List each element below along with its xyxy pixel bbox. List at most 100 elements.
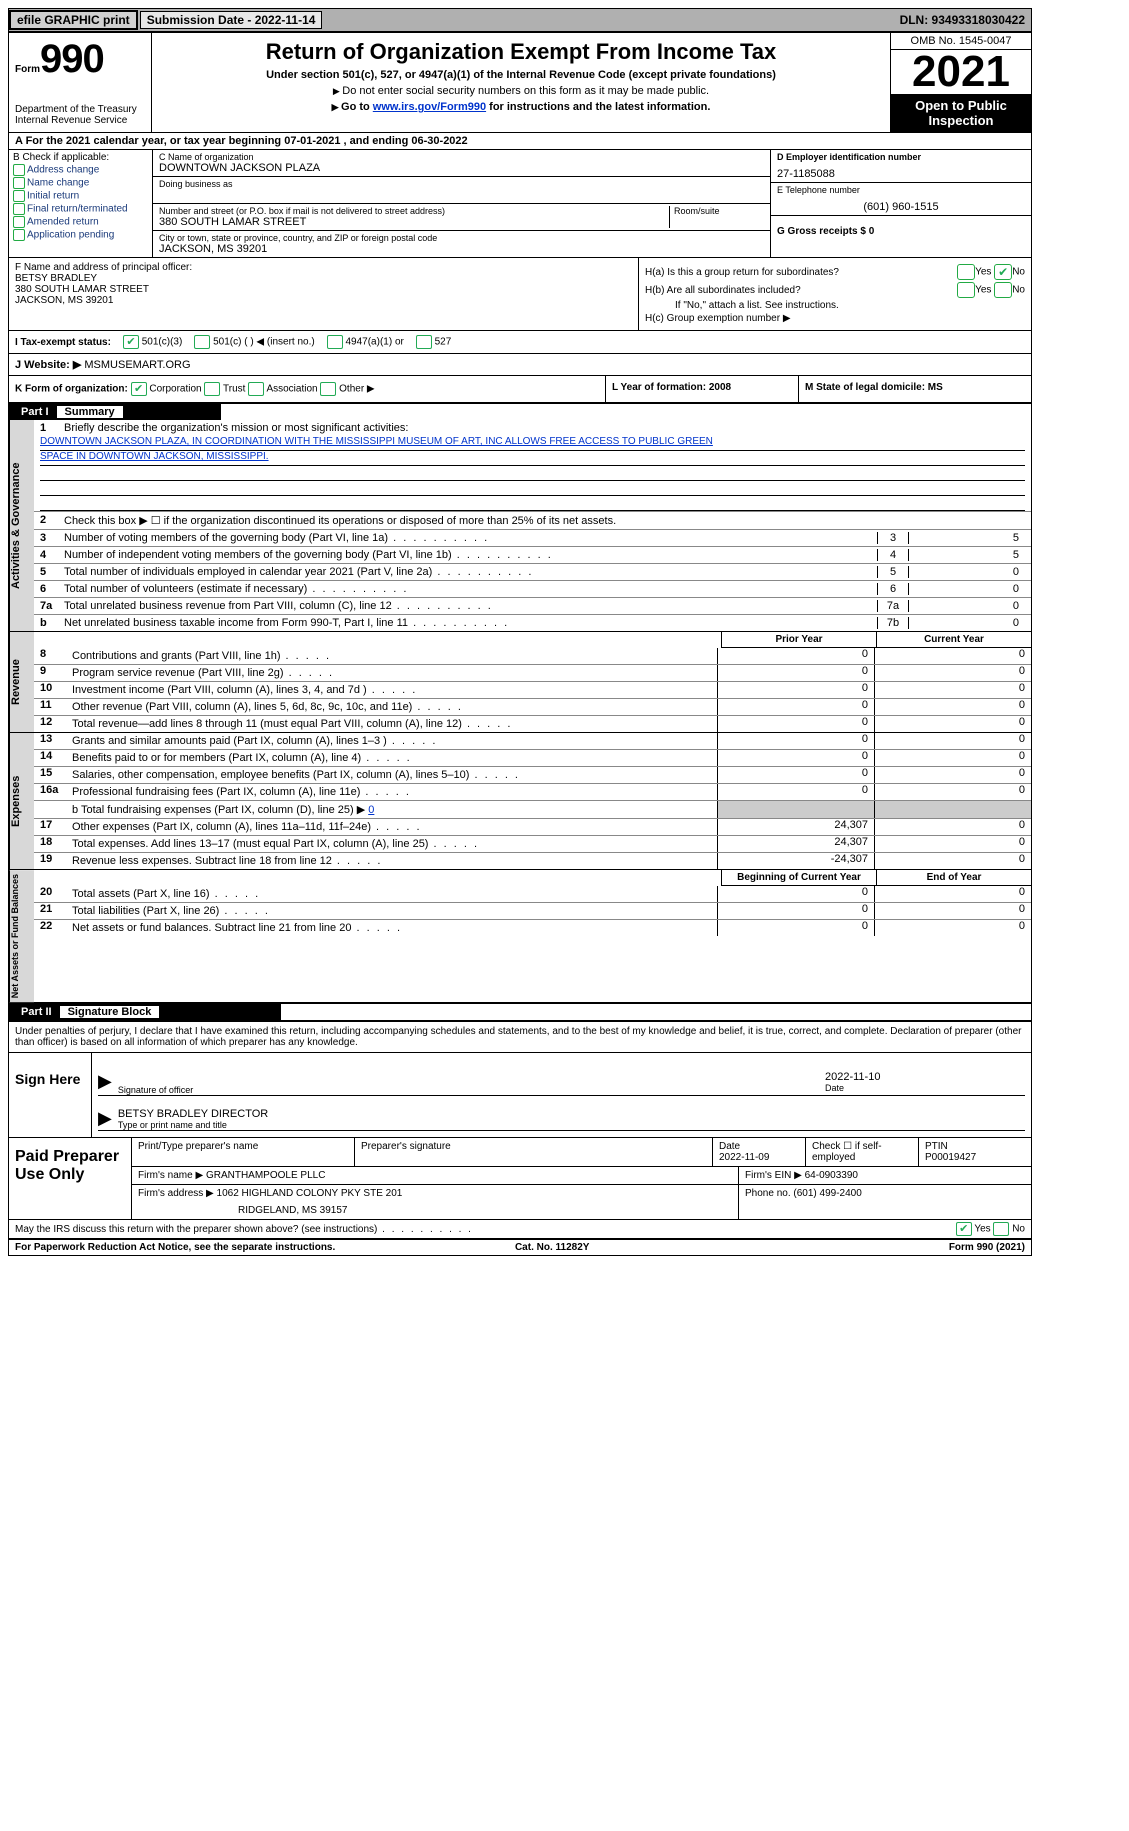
expenses-section: Expenses 13Grants and similar amounts pa…	[9, 732, 1031, 869]
hb-no-box[interactable]	[994, 282, 1012, 298]
table-row: 22Net assets or fund balances. Subtract …	[34, 919, 1031, 936]
yes-lbl: Yes	[975, 267, 991, 278]
k-other-chk[interactable]	[320, 382, 336, 396]
chk-address[interactable]: Address change	[13, 164, 148, 176]
exp-rows2: 17Other expenses (Part IX, column (A), l…	[34, 818, 1031, 869]
chk-initial-lbl: Initial return	[27, 191, 79, 202]
exp-body: 13Grants and similar amounts paid (Part …	[34, 733, 1031, 869]
gross-cell: G Gross receipts $ 0	[771, 216, 1031, 239]
discuss-q: May the IRS discuss this return with the…	[15, 1224, 473, 1235]
column-b: B Check if applicable: Address change Na…	[9, 150, 153, 257]
form-header: Form990 Department of the Treasury Inter…	[9, 33, 1031, 133]
room-lab: Room/suite	[674, 206, 764, 216]
i-501c[interactable]: 501(c) ( ) ◀ (insert no.)	[194, 335, 314, 349]
footer-bottom: For Paperwork Reduction Act Notice, see …	[9, 1238, 1031, 1255]
table-row: 21Total liabilities (Part X, line 26)00	[34, 902, 1031, 919]
ag-body: 1 Briefly describe the organization's mi…	[34, 420, 1031, 631]
penalties-text: Under penalties of perjury, I declare th…	[9, 1020, 1031, 1052]
chk-initial[interactable]: Initial return	[13, 190, 148, 202]
city-cell: City or town, state or province, country…	[153, 231, 770, 257]
table-row: 17Other expenses (Part IX, column (A), l…	[34, 818, 1031, 835]
s527-lbl: 527	[435, 337, 452, 348]
section-bcd: B Check if applicable: Address change Na…	[9, 150, 1031, 257]
firm-val: GRANTHAMPOOLE PLLC	[206, 1170, 325, 1181]
chk-final[interactable]: Final return/terminated	[13, 203, 148, 215]
ha-yes-box[interactable]	[957, 264, 975, 280]
dba-lab: Doing business as	[159, 179, 764, 189]
k-assoc-chk[interactable]	[248, 382, 264, 396]
sig-date: 2022-11-10	[825, 1071, 1025, 1083]
table-row: 10Investment income (Part VIII, column (…	[34, 681, 1031, 698]
h-box: H(a) Is this a group return for subordin…	[639, 258, 1031, 330]
prep-row-3: Firm's address ▶ 1062 HIGHLAND COLONY PK…	[132, 1185, 1031, 1219]
checkbox-icon	[13, 216, 25, 228]
ha-yesno: Yes ✔No	[957, 264, 1025, 280]
hb-yes-box[interactable]	[957, 282, 975, 298]
chk-amended[interactable]: Amended return	[13, 216, 148, 228]
city-lab: City or town, state or province, country…	[159, 233, 764, 243]
summary-line: 6Total number of volunteers (estimate if…	[34, 580, 1031, 597]
efile-print-button[interactable]: efile GRAPHIC print	[9, 10, 138, 30]
table-row: 12Total revenue—add lines 8 through 11 (…	[34, 715, 1031, 732]
firm-addr-cell: Firm's address ▶ 1062 HIGHLAND COLONY PK…	[132, 1185, 739, 1219]
row-f-h: F Name and address of principal officer:…	[9, 257, 1031, 330]
ha-no-box[interactable]: ✔	[994, 264, 1012, 280]
form-title: Return of Organization Exempt From Incom…	[158, 39, 884, 65]
table-row: 14Benefits paid to or for members (Part …	[34, 749, 1031, 766]
hb-note: If "No," attach a list. See instructions…	[645, 300, 1025, 311]
k-assoc: Association	[266, 384, 317, 395]
l2-txt: Check this box ▶ ☐ if the organization d…	[64, 514, 1025, 527]
blank-line	[40, 496, 1025, 511]
k-corp-chk[interactable]: ✔	[131, 382, 147, 396]
vtab-exp: Expenses	[9, 733, 34, 869]
chk-name[interactable]: Name change	[13, 177, 148, 189]
tax-year: 2021	[891, 50, 1031, 94]
org-name-cell: C Name of organization DOWNTOWN JACKSON …	[153, 150, 770, 177]
checkbox-icon	[13, 190, 25, 202]
l16b-pre: b Total fundraising expenses (Part IX, c…	[72, 804, 365, 816]
pra-notice: For Paperwork Reduction Act Notice, see …	[15, 1242, 335, 1253]
part-2-label: Part II	[15, 1006, 58, 1018]
summary-line: 3Number of voting members of the governi…	[34, 529, 1031, 546]
row-a-begin: 07-01-2021	[284, 135, 340, 147]
hdr-current-year: Current Year	[876, 632, 1031, 648]
sign-here-section: Sign Here ▶ Signature of officer 2022-11…	[9, 1052, 1031, 1137]
header-sub1: Under section 501(c), 527, or 4947(a)(1)…	[158, 69, 884, 81]
checkbox-icon	[13, 203, 25, 215]
net-assets-section: Net Assets or Fund Balances Beginning of…	[9, 869, 1031, 1002]
i-501c3[interactable]: ✔ 501(c)(3)	[123, 335, 182, 349]
l16b-val[interactable]: 0	[368, 804, 374, 816]
row-a-tax-year: A For the 2021 calendar year, or tax yea…	[9, 133, 1031, 150]
name-title-line: ▶ BETSY BRADLEY DIRECTOR Type or print n…	[98, 1108, 1025, 1131]
irs-link[interactable]: www.irs.gov/Form990	[373, 101, 486, 113]
blank-line	[40, 481, 1025, 496]
k-trust-chk[interactable]	[204, 382, 220, 396]
discuss-no-box[interactable]	[993, 1222, 1009, 1236]
ein-lab: D Employer identification number	[777, 152, 1025, 162]
discuss-yes-box[interactable]: ✔	[956, 1222, 972, 1236]
l1-txt: Briefly describe the organization's miss…	[64, 422, 1025, 434]
prep-date-lab: Date	[719, 1141, 799, 1152]
mission-2: SPACE IN DOWNTOWN JACKSON, MISSISSIPPI.	[40, 451, 1025, 466]
goto-post: for instructions and the latest informat…	[489, 101, 710, 113]
f-box: F Name and address of principal officer:…	[9, 258, 639, 330]
l-box: L Year of formation: 2008	[606, 376, 799, 402]
prep-sig-lab: Preparer's signature	[355, 1138, 713, 1166]
arrow-icon: ▶	[98, 1108, 112, 1130]
part-1-label: Part I	[15, 406, 55, 418]
addr-lab: Firm's address ▶	[138, 1188, 214, 1199]
addr-val: 1062 HIGHLAND COLONY PKY STE 201	[217, 1188, 403, 1199]
chk-pending[interactable]: Application pending	[13, 229, 148, 241]
hdr-end-year: End of Year	[876, 870, 1031, 886]
a1-lbl: 4947(a)(1) or	[345, 337, 403, 348]
no-lbl: No	[1012, 267, 1025, 278]
prep-ptin: PTIN P00019427	[919, 1138, 1031, 1166]
vtab-ag: Activities & Governance	[9, 420, 34, 631]
i-527[interactable]: 527	[416, 335, 451, 349]
i-4947[interactable]: 4947(a)(1) or	[327, 335, 404, 349]
sign-here-label: Sign Here	[9, 1053, 92, 1137]
f-city: JACKSON, MS 39201	[15, 295, 632, 306]
row-a-pre: A For the 2021 calendar year, or tax yea…	[15, 135, 284, 147]
mission-1: DOWNTOWN JACKSON PLAZA, IN COORDINATION …	[40, 436, 1025, 451]
header-left: Form990 Department of the Treasury Inter…	[9, 33, 152, 132]
